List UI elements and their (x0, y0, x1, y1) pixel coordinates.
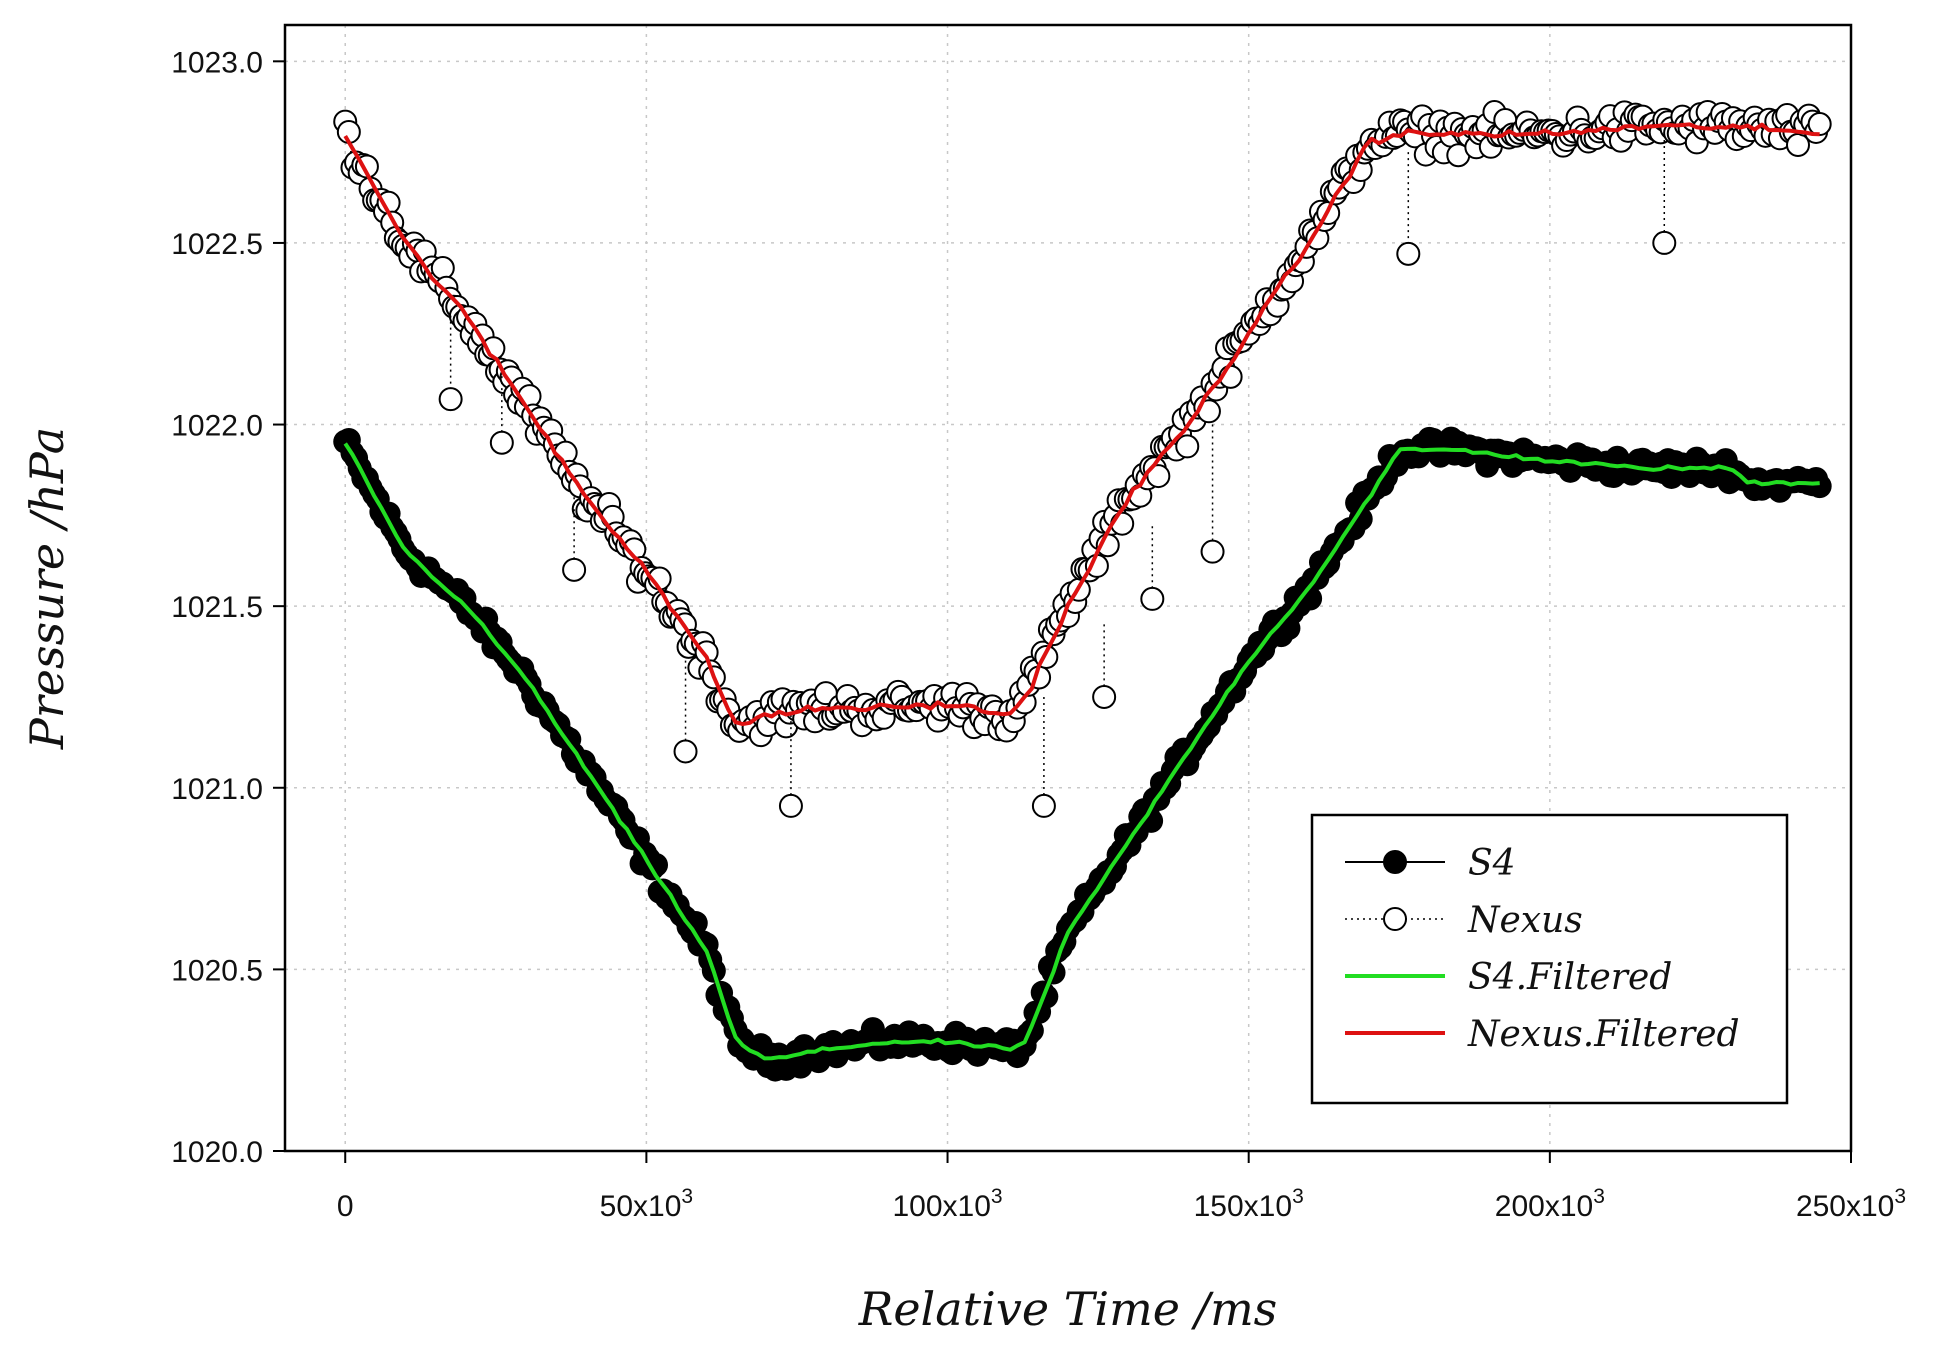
legend-items: S4 Nexus S4.Filtered Nexus.Filtered (1345, 843, 1740, 1055)
nexus-outlier-point (489, 430, 514, 455)
s4-point (1807, 474, 1832, 499)
nexus-point (1175, 434, 1200, 459)
legend-item-nexus-filtered: Nexus.Filtered (1345, 1014, 1740, 1055)
nexus-point (553, 440, 578, 465)
x-tick-label: 0 (337, 1190, 354, 1223)
legend-label: Nexus.Filtered (1467, 1014, 1740, 1055)
legend-item-s4: S4 (1345, 843, 1516, 884)
y-tick-label: 1023.0 (171, 46, 263, 79)
nexus-outlier-point (1652, 230, 1677, 255)
nexus-filtered-line (343, 122, 1820, 727)
legend-swatch-marker (1383, 907, 1407, 931)
axis-ticks: 0 50x103 100x103 150x103 200x103 250x103 1020.… (171, 46, 1906, 1223)
x-tick-label: 250x103 (1796, 1185, 1906, 1223)
plot-series (333, 100, 1832, 1082)
nexus-outlier-point (1031, 793, 1056, 818)
y-tick-label: 1022.0 (171, 410, 263, 443)
y-tick-label: 1021.0 (171, 773, 263, 806)
nexus-connector-line (344, 111, 1821, 736)
nexus-outlier-point (1396, 241, 1421, 266)
legend-item-nexus: Nexus (1345, 900, 1583, 941)
nexus-outlier-point (438, 387, 463, 412)
x-tick-label: 50x103 (600, 1185, 693, 1223)
nexus-outlier-point (562, 557, 587, 582)
nexus-outlier-point (778, 793, 803, 818)
legend-swatch-marker (1383, 850, 1407, 874)
x-tick-label: 100x103 (892, 1185, 1002, 1223)
legend-label: Nexus (1467, 900, 1583, 941)
s4-point (1348, 506, 1373, 531)
x-tick-label: 150x103 (1194, 1185, 1304, 1223)
nexus-point (1807, 112, 1832, 137)
legend-label: S4.Filtered (1468, 957, 1672, 998)
nexus-outlier-point (673, 739, 698, 764)
plot-frame (283, 23, 1853, 1153)
y-tick-label: 1022.5 (171, 228, 263, 261)
x-axis-title: Relative Time /ms (858, 1282, 1278, 1336)
legend-label: S4 (1468, 843, 1516, 884)
y-axis-title: Pressure /hPa (20, 427, 74, 750)
nexus-point (430, 256, 455, 281)
nexus-outlier-point (1200, 539, 1225, 564)
nexus-outlier-point (1092, 684, 1117, 709)
y-tick-label: 1020.0 (171, 1136, 263, 1169)
y-tick-label: 1021.5 (171, 591, 263, 624)
legend-item-s4-filtered: S4.Filtered (1345, 957, 1672, 998)
legend: S4 Nexus S4.Filtered Nexus.Filtered (1310, 813, 1789, 1105)
y-tick-label: 1020.5 (171, 954, 263, 987)
s4-point (644, 852, 669, 877)
nexus-outlier-point (1140, 586, 1165, 611)
s4-filtered-line (343, 442, 1820, 1061)
x-tick-label: 200x103 (1495, 1185, 1605, 1223)
